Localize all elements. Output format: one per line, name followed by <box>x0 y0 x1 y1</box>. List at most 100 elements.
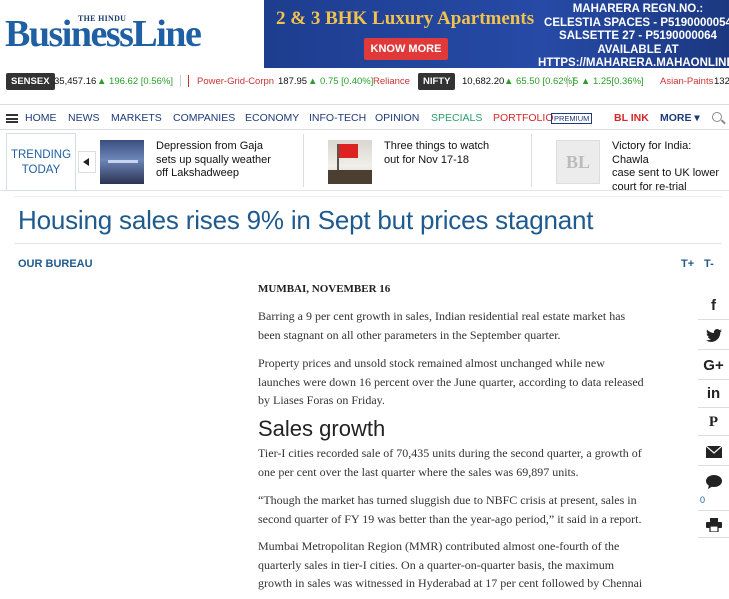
paragraph-line: “Though the market has turned sluggish d… <box>258 493 637 507</box>
article-dateline: MUMBAI, NOVEMBER 16 <box>258 283 391 295</box>
article-paragraph: Barring a 9 per cent growth in sales, In… <box>258 307 690 344</box>
nav-bl-ink[interactable]: BL INK <box>614 112 649 124</box>
trending-item-line: off Lakshadweep <box>156 167 239 179</box>
section-subheading: Sales growth <box>258 416 386 441</box>
trending-item-line: out for Nov 17-18 <box>384 153 469 166</box>
flag-shape <box>338 144 358 158</box>
paragraph-line: second quarter of FY 19 was better than … <box>258 511 642 526</box>
trending-item-link[interactable]: Depression from Gaja sets up squally wea… <box>156 140 271 181</box>
search-icon[interactable] <box>712 112 722 122</box>
ad-line: AVAILABLE AT <box>597 43 679 56</box>
article-paragraph: “Though the market has turned sluggish d… <box>258 491 690 528</box>
nav-specials[interactable]: SPECIALS <box>431 112 483 124</box>
trending-label-line: TRENDING <box>10 149 72 161</box>
nav-companies[interactable]: COMPANIES <box>173 112 236 124</box>
nav-markets[interactable]: MARKETS <box>111 112 162 124</box>
sensex-label[interactable]: SENSEX <box>6 73 55 90</box>
stock-name[interactable]: Reliance <box>373 76 410 87</box>
paragraph-line: one per cent over the last quarter where… <box>258 464 579 479</box>
stock-value: 132 <box>714 76 729 87</box>
sensex-change: ▲ 196.62 [0.56%] <box>97 76 173 87</box>
divider <box>14 243 722 244</box>
nav-info-tech[interactable]: INFO-TECH <box>309 112 367 124</box>
premium-badge: PREMIUM <box>551 113 593 124</box>
nav-more[interactable]: MORE ▾ <box>660 112 700 124</box>
nav-news[interactable]: NEWS <box>68 112 100 124</box>
nav-opinion[interactable]: OPINION <box>375 112 420 124</box>
font-size-decrease-button[interactable]: T- <box>704 258 714 270</box>
pinterest-icon[interactable]: P <box>698 408 729 436</box>
trending-item-line: sets up squally weather <box>156 153 271 166</box>
nifty-value: 10,682.20 <box>462 76 505 87</box>
paragraph-line: quarterly sales in tier-I cities. On a q… <box>258 557 615 572</box>
font-size-increase-button[interactable]: T+ <box>681 258 695 270</box>
paragraph-line: Barring a 9 per cent growth in sales, In… <box>258 309 626 323</box>
market-ticker: SENSEX 35,457.16 ▲ 196.62 [0.56%] Power-… <box>0 70 729 92</box>
linkedin-icon[interactable]: in <box>698 380 729 408</box>
article-paragraph: Tier-I cities recorded sale of 70,435 un… <box>258 444 690 481</box>
ad-headline: 2 & 3 BHK Luxury Apartments <box>276 8 535 29</box>
logo-subbrand: THE HINDU <box>78 14 127 23</box>
ticker-divider <box>567 75 568 87</box>
stock-name[interactable]: Asian-Paints <box>660 76 714 87</box>
trending-thumbnail-weather[interactable] <box>100 140 144 184</box>
paragraph-line: by Liases Foras on Friday. <box>258 393 385 407</box>
ad-line: HTTPS://MAHARERA.MAHAONLINE.G <box>538 57 729 68</box>
comment-icon[interactable] <box>698 468 729 496</box>
trending-item-line: case sent to UK lower <box>612 167 719 179</box>
nifty-label[interactable]: NIFTY <box>418 73 456 90</box>
paragraph-line: Mumbai Metropolitan Region (MMR) contrib… <box>258 539 620 553</box>
google-plus-icon[interactable]: G+ <box>698 352 729 380</box>
nav-economy[interactable]: ECONOMY <box>245 112 300 124</box>
paragraph-line: Property prices and unsold stock remaine… <box>258 356 605 370</box>
trending-item-line: court for re-trial <box>612 180 687 193</box>
main-navigation: HOME NEWS MARKETS COMPANIES ECONOMY INFO… <box>0 104 729 130</box>
trending-thumbnail-placeholder[interactable]: BL <box>556 140 600 184</box>
stock-change: 5 ▲ 1.25[0.36%] <box>573 76 644 87</box>
ad-line: SALSETTE 27 - P5190000064 <box>559 30 717 42</box>
email-icon[interactable] <box>698 438 729 466</box>
article-byline[interactable]: OUR BUREAU <box>18 258 93 270</box>
trending-divider <box>531 134 532 187</box>
article-paragraph: Mumbai Metropolitan Region (MMR) contrib… <box>258 537 690 593</box>
nav-home[interactable]: HOME <box>25 112 57 124</box>
nifty-change: ▲ 65.50 [0.62%] <box>504 76 575 87</box>
site-logo[interactable]: BusinessLine <box>5 13 202 55</box>
hamburger-menu-icon[interactable] <box>6 114 18 123</box>
trending-item-line: Victory for India: Chawla <box>612 140 692 166</box>
chevron-left-icon[interactable] <box>78 151 96 173</box>
stock-value: 187.95 <box>278 76 308 87</box>
sensex-value: 35,457.16 <box>54 76 97 87</box>
trending-today-label: TRENDING TODAY <box>6 133 76 191</box>
ad-line: MAHARERA REGN.NO.: <box>572 3 704 15</box>
stock-name[interactable]: Power-Grid-Corpn <box>197 76 275 87</box>
site-header: BusinessLine THE HINDU 2 & 3 BHK Luxury … <box>0 0 729 70</box>
twitter-icon[interactable] <box>698 322 729 350</box>
nav-portfolio[interactable]: PORTFOLIO <box>493 112 554 124</box>
trending-divider <box>303 134 304 187</box>
trending-thumbnail-flag[interactable] <box>328 140 372 184</box>
ad-know-more-button[interactable]: KNOW MORE <box>364 38 448 60</box>
facebook-icon[interactable]: f <box>698 292 729 320</box>
ticker-divider <box>188 75 189 87</box>
ad-line: CELESTIA SPACES - P5190000054 <box>544 16 729 29</box>
stock-change: ▲ 0.75 [0.40%] <box>308 76 374 87</box>
divider <box>14 196 722 197</box>
trending-item-line: Depression from Gaja <box>156 140 263 152</box>
trending-label-line: TODAY <box>21 164 61 176</box>
paragraph-line: been stagnant on all other parameters in… <box>258 327 561 342</box>
ad-registration-text: MAHARERA REGN.NO.: CELESTIA SPACES - P51… <box>538 3 729 68</box>
article-headline: Housing sales rises 9% in Sept but price… <box>18 205 594 235</box>
trending-item-link[interactable]: Three things to watch out for Nov 17-18 <box>384 140 489 167</box>
paragraph-line: launches were down 16 percent over the J… <box>258 374 644 389</box>
trending-item-line: Three things to watch <box>384 140 490 152</box>
advertisement-banner[interactable]: 2 & 3 BHK Luxury Apartments KNOW MORE MA… <box>264 0 729 68</box>
trending-strip: TRENDING TODAY Depression from Gaja sets… <box>0 131 729 194</box>
comment-count: 0 <box>700 495 706 505</box>
thumbnail-detail <box>108 160 138 163</box>
trending-item-link[interactable]: Victory for India: Chawla case sent to U… <box>612 140 729 194</box>
flagpole-shape <box>337 144 339 182</box>
paragraph-line: growth in sales was witnessed in Hyderab… <box>258 576 643 590</box>
print-icon[interactable] <box>698 510 729 538</box>
thumbnail-detail <box>328 170 372 184</box>
